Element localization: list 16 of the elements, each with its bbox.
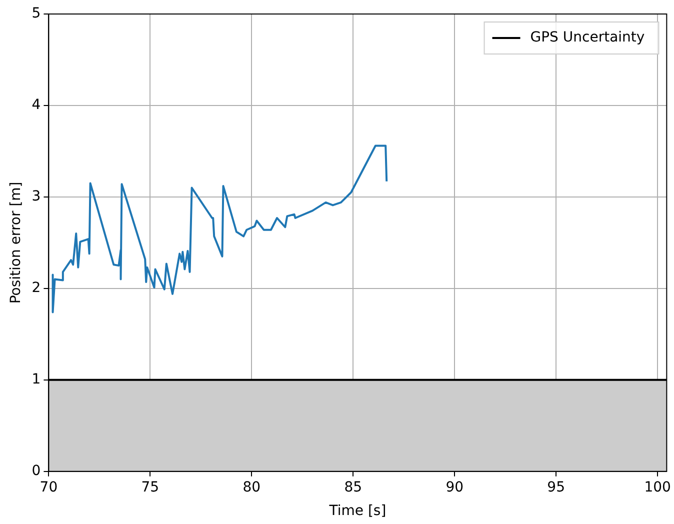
x-tick-label: 70	[40, 479, 58, 496]
y-tick-label: 5	[32, 6, 41, 22]
x-tick-label: 100	[644, 479, 671, 496]
legend-label: GPS Uncertainty	[530, 30, 645, 46]
x-axis-title: Time [s]	[328, 503, 386, 520]
x-tick-label: 80	[242, 479, 261, 496]
y-tick-label: 1	[32, 372, 41, 388]
y-axis-title: Position error [m]	[8, 182, 24, 304]
x-tick-label: 75	[141, 479, 160, 496]
x-tick-label: 90	[446, 479, 464, 496]
x-tick-label: 85	[344, 479, 362, 496]
y-tick-label: 3	[32, 188, 41, 205]
y-tick-label: 2	[32, 280, 41, 296]
x-tick-label: 95	[547, 479, 565, 496]
y-tick-label: 0	[32, 463, 41, 480]
y-tick-label: 4	[32, 97, 41, 114]
